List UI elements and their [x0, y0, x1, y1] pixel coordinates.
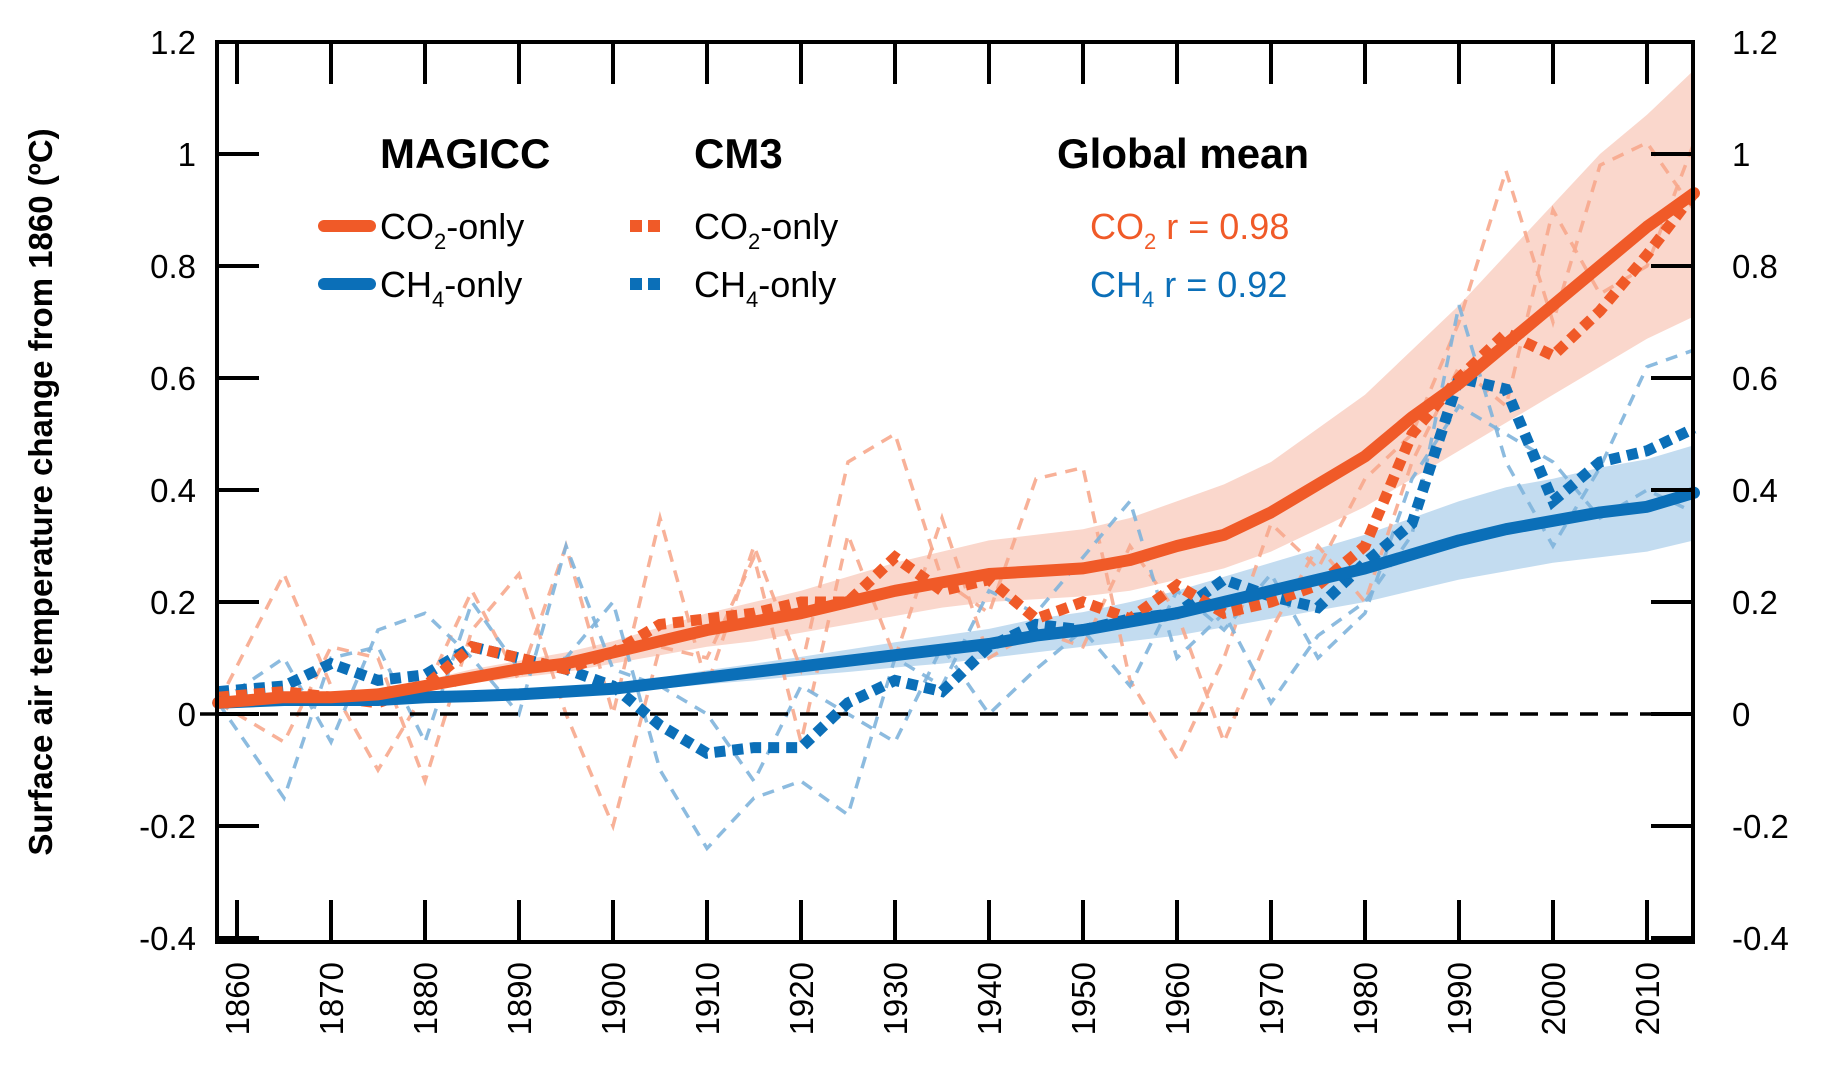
y-tick-label-left: 0.8	[150, 248, 196, 285]
x-tick-label: 1890	[501, 962, 538, 1035]
magicc-ch4-line	[212, 486, 1700, 709]
x-tick-label: 1900	[595, 962, 632, 1035]
global-mean-annotation: Global mean CO2 r = 0.98 CH4 r = 0.92	[1057, 130, 1309, 312]
x-tick-label: 1970	[1253, 962, 1290, 1035]
legend-swatch-dot	[648, 220, 660, 232]
y-tick-label-left: 0.4	[150, 472, 196, 509]
y-tick-label-right: 0	[1732, 696, 1750, 733]
legend: MAGICC CO2-only CH4-only CM3 CO2-only CH4-onl…	[318, 130, 838, 312]
y-tick-label-right: 1	[1732, 136, 1750, 173]
x-tick-label: 1910	[689, 962, 726, 1035]
x-tick-label: 2000	[1535, 962, 1572, 1035]
legend-heading-cm3: CM3	[694, 130, 783, 177]
legend-swatch-dot	[630, 278, 642, 290]
cm3-ch4-member-line-1	[217, 304, 1693, 852]
x-tick-label: 1950	[1065, 962, 1102, 1035]
annotation-heading: Global mean	[1057, 130, 1309, 177]
y-tick-label-left: 1.2	[150, 24, 196, 61]
y-tick-label-left: 0	[178, 696, 196, 733]
legend-swatch-dot	[630, 220, 642, 232]
y-tick-label-right: -0.4	[1732, 920, 1789, 957]
series-lines	[212, 187, 1700, 759]
cm3-ch4-member-line-2	[217, 403, 1693, 785]
legend-label: CO2-only	[380, 206, 524, 254]
y-axis-right: -0.4 -0.2 0 0.2 0.4 0.6 0.8 1 1.2	[1651, 24, 1789, 957]
y-tick-label-left: -0.4	[139, 920, 196, 957]
y-tick-label-left: 1	[178, 136, 196, 173]
plot-border	[215, 40, 1695, 944]
x-tick-label: 1980	[1347, 962, 1384, 1035]
x-axis: 1860 1870 1880 1890 1900 1910 1920 1930 1940 1950…	[219, 42, 1666, 1035]
x-tick-label: 1870	[313, 962, 350, 1035]
legend-heading-magicc: MAGICC	[380, 130, 550, 177]
x-tick-label: 1990	[1441, 962, 1478, 1035]
legend-label: CH4-only	[380, 264, 522, 312]
x-tick-label: 1940	[971, 962, 1008, 1035]
magicc-co2-line	[212, 187, 1700, 709]
plot-frame	[215, 40, 1695, 944]
x-tick-label: 1930	[877, 962, 914, 1035]
legend-label: CO2-only	[694, 206, 838, 254]
y-tick-label-left: 0.2	[150, 584, 196, 621]
x-tick-label: 1920	[783, 962, 820, 1035]
x-tick-label: 1960	[1159, 962, 1196, 1035]
y-tick-label-right: 0.8	[1732, 248, 1778, 285]
y-tick-label-right: 0.2	[1732, 584, 1778, 621]
y-tick-label-right: 1.2	[1732, 24, 1778, 61]
cm3-co2-member-line-2	[217, 142, 1693, 832]
y-tick-label-right: 0.6	[1732, 360, 1778, 397]
x-tick-label: 2010	[1629, 962, 1666, 1035]
y-axis-left: -0.4 -0.2 0 0.2 0.4 0.6 0.8 1 1.2	[139, 24, 259, 957]
x-tick-label: 1860	[219, 962, 256, 1035]
y-tick-label-left: 0.6	[150, 360, 196, 397]
legend-label: CH4-only	[694, 264, 836, 312]
y-tick-label-right: 0.4	[1732, 472, 1778, 509]
co2-correlation: CO2 r = 0.98	[1090, 206, 1289, 254]
ensemble-members	[217, 140, 1693, 852]
y-axis-title: Surface air temperature change from 1860…	[22, 128, 59, 855]
x-tick-label: 1880	[407, 962, 444, 1035]
ch4-correlation: CH4 r = 0.92	[1090, 264, 1287, 312]
y-tick-label-right: -0.2	[1732, 808, 1789, 845]
legend-swatch-dot	[648, 278, 660, 290]
y-tick-label-left: -0.2	[139, 808, 196, 845]
